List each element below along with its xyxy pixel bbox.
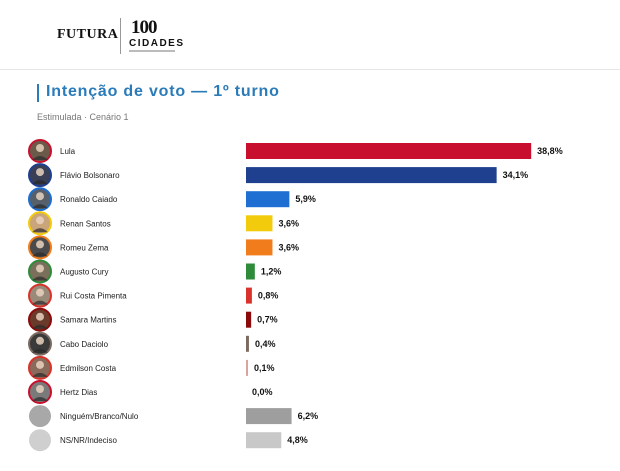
category-label: Ninguém/Branco/Nulo: [60, 412, 139, 421]
logo-divider: [120, 18, 121, 54]
avatar-face: [36, 216, 44, 225]
header-divider: [0, 69, 620, 70]
category-label: Hertz Dias: [60, 388, 97, 397]
avatar-shoulders: [32, 204, 48, 209]
avatar-shoulders: [32, 348, 48, 353]
category-label: Samara Martins: [60, 316, 116, 325]
bar: [246, 263, 255, 280]
avatar-shoulders: [32, 252, 48, 257]
avatar-shoulders: [32, 276, 48, 281]
category-label: Cabo Daciolo: [60, 340, 109, 349]
avatar-face: [36, 168, 44, 177]
avatar-shoulders: [32, 397, 48, 401]
cidades-logo-tagline: [129, 50, 175, 52]
value-label: 38,8%: [537, 146, 563, 156]
title-accent-bar: [37, 84, 39, 102]
bar: [246, 143, 532, 159]
bar: [246, 215, 273, 232]
value-label: 0,8%: [258, 291, 279, 301]
value-label: 0,7%: [257, 315, 278, 325]
category-label: Rui Costa Pimenta: [60, 292, 127, 301]
category-label: Flávio Bolsonaro: [60, 171, 120, 180]
avatar-face: [36, 288, 44, 297]
value-label: 3,6%: [278, 242, 299, 252]
bar: [246, 335, 249, 352]
bar: [246, 191, 290, 208]
avatar-face: [36, 144, 44, 152]
avatar-face: [36, 312, 44, 321]
category-label: Edmilson Costa: [60, 364, 117, 373]
cidades-logo-text: CIDADES: [129, 38, 185, 49]
avatar-face: [36, 385, 44, 393]
candidate-avatar: [29, 405, 51, 428]
avatar-shoulders: [32, 324, 48, 329]
category-label: Augusto Cury: [60, 268, 108, 277]
value-label: 0,4%: [255, 339, 276, 349]
value-label: 3,6%: [278, 218, 299, 228]
avatar-shoulders: [32, 180, 48, 185]
value-label: 0,0%: [252, 387, 273, 397]
avatar-shoulders: [32, 228, 48, 233]
avatar-face: [36, 360, 44, 369]
value-label: 34,1%: [503, 170, 529, 180]
category-label: Renan Santos: [60, 219, 111, 228]
value-label: 0,1%: [254, 363, 275, 373]
header: FUTURA 100 CIDADES: [0, 0, 620, 70]
chart-title: Intenção de voto — 1º turno: [46, 83, 280, 100]
value-label: 4,8%: [287, 435, 308, 445]
bar: [246, 287, 252, 304]
category-label: Romeu Zema: [60, 243, 109, 252]
bar: [246, 432, 282, 449]
avatar-face: [36, 336, 44, 345]
avatar-face: [36, 192, 44, 201]
value-label: 5,9%: [295, 194, 316, 204]
bar: [246, 167, 497, 184]
category-label: NS/NR/Indeciso: [60, 436, 117, 445]
bar: [246, 408, 292, 425]
futura-logo: FUTURA: [57, 27, 119, 42]
candidate-avatar: [29, 429, 51, 452]
chart-subtitle: Estimulada · Cenário 1: [37, 112, 129, 122]
category-label: Ronaldo Caiado: [60, 195, 118, 204]
avatar-face: [36, 240, 44, 249]
avatar-shoulders: [32, 156, 48, 160]
bar: [246, 359, 248, 376]
bar: [246, 311, 252, 328]
bar: [246, 239, 273, 256]
cidades-logo-number: 100: [131, 17, 157, 38]
category-label: Lula: [60, 147, 76, 156]
value-label: 1,2%: [261, 267, 282, 277]
avatar-face: [36, 264, 44, 273]
value-label: 6,2%: [298, 411, 319, 421]
avatar-shoulders: [32, 372, 48, 377]
avatar-shoulders: [32, 300, 48, 305]
